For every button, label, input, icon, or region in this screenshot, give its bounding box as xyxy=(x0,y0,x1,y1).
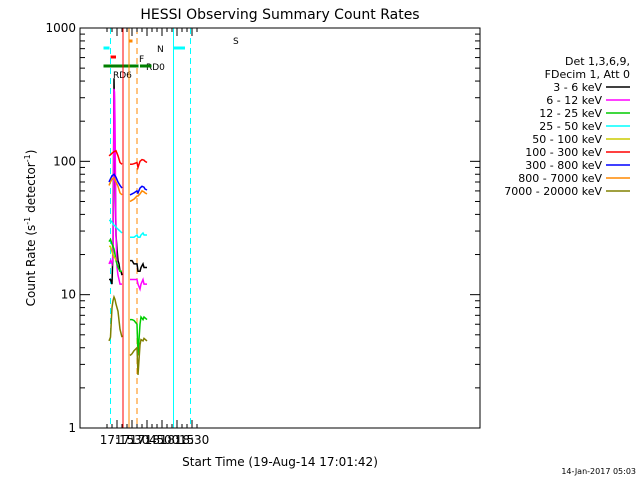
series-line xyxy=(130,315,148,356)
series-line xyxy=(109,219,123,234)
y-axis-label: Count Rate (s-1 detector-1) xyxy=(23,150,38,307)
series-line xyxy=(129,337,148,375)
series-line xyxy=(108,173,123,189)
series-line xyxy=(108,149,123,165)
plot-frame xyxy=(79,27,481,429)
flag-label-rd0: RD0 xyxy=(146,63,165,73)
series-line xyxy=(130,231,147,238)
y-axis-ticks: 1 10 100 1000 xyxy=(45,21,480,435)
x-tick-label: 18:15 xyxy=(160,433,195,447)
series-line xyxy=(130,259,147,272)
legend-entry-label: 800 - 7000 keV xyxy=(518,172,602,185)
flag-label-s: S xyxy=(233,37,239,47)
legend-entry-label: 7000 - 20000 keV xyxy=(504,185,602,198)
x-axis-label: Start Time (19-Aug-14 17:01:42) xyxy=(182,455,378,469)
legend-entry-label: 50 - 100 keV xyxy=(532,133,602,146)
series-line xyxy=(130,277,147,292)
footer-timestamp: 14-Jan-2017 05:03 xyxy=(561,467,636,476)
series-line xyxy=(130,158,148,171)
y-tick-label: 1000 xyxy=(45,21,76,35)
y-tick-label: 10 xyxy=(61,288,76,302)
legend-entry-label: 3 - 6 keV xyxy=(553,81,602,94)
x-tick-label: 17:30 xyxy=(115,433,150,447)
y-tick-label: 1 xyxy=(68,421,76,435)
x-tick-label: 17:45 xyxy=(130,433,165,447)
series-line xyxy=(108,177,123,196)
flag-label-f: F xyxy=(139,55,144,65)
x-tick-label: 17:15 xyxy=(100,433,135,447)
legend-header: Det 1,3,6,9, xyxy=(565,55,630,68)
legend-entry-label: 6 - 12 keV xyxy=(546,94,602,107)
series-line xyxy=(129,189,148,203)
flag-label-n: N xyxy=(157,45,164,55)
legend-entry-label: 100 - 300 keV xyxy=(525,146,602,159)
x-tick-label: 18:30 xyxy=(175,433,210,447)
series-line xyxy=(109,245,117,261)
series-lines xyxy=(108,78,148,375)
x-tick-label: 18:00 xyxy=(145,433,180,447)
series-line xyxy=(108,294,123,342)
legend-header: FDecim 1, Att 0 xyxy=(545,68,630,81)
chart-title: HESSI Observing Summary Count Rates xyxy=(140,7,419,23)
legend-entry-label: 300 - 800 keV xyxy=(525,159,602,172)
legend-entry-label: 25 - 50 keV xyxy=(539,120,602,133)
series-line xyxy=(108,237,122,272)
series-line xyxy=(129,185,148,196)
y-tick-label: 100 xyxy=(53,154,76,168)
legend-entry-label: 12 - 25 keV xyxy=(539,107,602,120)
